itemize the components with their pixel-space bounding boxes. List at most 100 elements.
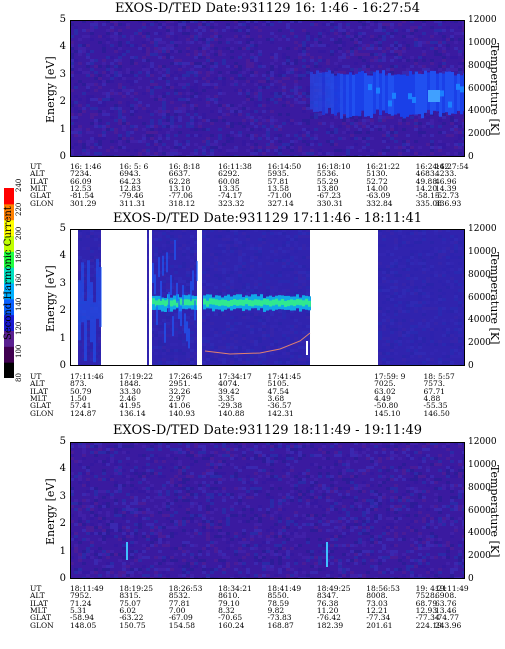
table-row-label: UT (30, 162, 42, 171)
spectrogram-cell (238, 445, 242, 448)
spectrogram-cell (150, 89, 154, 92)
spectrogram-cell (246, 47, 250, 50)
spectrogram-cell (266, 101, 270, 104)
spectrogram-cell (270, 68, 274, 71)
spectrogram-cell (450, 454, 454, 457)
table-cell: 14.00 (366, 183, 388, 193)
spectrogram-cell (186, 50, 190, 53)
spectrogram-cell (338, 460, 342, 463)
spectrogram-cell (250, 119, 254, 122)
ion-band-bright (388, 100, 392, 107)
ion-band-cell (319, 72, 322, 112)
spectrogram-cell (70, 62, 74, 65)
spectrogram-cell (214, 38, 218, 41)
spectrogram-cell (454, 47, 458, 50)
spectrogram-cell (238, 23, 242, 26)
spectrogram-cell (410, 469, 414, 472)
spectrogram-cell (374, 56, 378, 59)
spectrogram-cell (394, 146, 398, 149)
spectrogram-cell (162, 95, 166, 98)
spectrogram-cell (242, 140, 246, 143)
spectrogram-cell (450, 469, 454, 472)
spectrogram-cell (246, 65, 250, 68)
spectrogram-cell (158, 95, 162, 98)
spectrogram-cell (214, 466, 218, 469)
spectrogram-cell (462, 454, 465, 457)
ion-band-cell (84, 300, 87, 361)
spectrogram-cell (118, 442, 122, 445)
table-cell: 6292. (218, 169, 240, 179)
spectrogram-cell (102, 59, 106, 62)
ion-band-bright (212, 298, 215, 305)
spectrogram-cell (382, 140, 386, 143)
spectrogram-cell (194, 62, 198, 65)
spectrogram-cell (418, 134, 422, 137)
ion-band-cell (397, 74, 400, 114)
spectrogram-cell (390, 131, 394, 134)
spectrogram-cell (174, 38, 178, 41)
spectrogram-cell (198, 47, 202, 50)
spectrogram-cell (166, 454, 170, 457)
spectrogram-cell (298, 86, 302, 89)
spectrogram-cell (266, 38, 270, 41)
spectrogram-cell (258, 41, 262, 44)
spectrogram-cell (166, 122, 170, 125)
spectrogram-cell (194, 143, 198, 146)
spectrogram-cell (146, 23, 150, 26)
spectrogram-cell (222, 463, 226, 466)
ion-band-cell (196, 261, 198, 282)
spectrogram-cell (202, 20, 206, 23)
ion-band-bright (299, 299, 302, 306)
spectrogram-cell (210, 50, 214, 53)
spectrogram-cell (362, 445, 366, 448)
spectrogram-cell (246, 80, 250, 83)
spectrogram-cell (442, 47, 446, 50)
spectrogram-cell (290, 451, 294, 454)
spectrogram-cell (394, 41, 398, 44)
spectrogram-cell (330, 23, 334, 26)
spectrogram-cell (254, 451, 258, 454)
spectrogram-cell (150, 122, 154, 125)
spectrogram-cell (170, 125, 174, 128)
spectrogram-cell (78, 445, 82, 448)
spectrogram-cell (250, 71, 254, 74)
spectrogram-cell (442, 143, 446, 146)
spectrogram-cell (90, 137, 94, 140)
spectrogram-cell (426, 469, 430, 472)
spectrogram-cell (278, 80, 282, 83)
spectrogram-cell (158, 50, 162, 53)
spectrogram-cell (218, 53, 222, 56)
spectrogram-cell (334, 32, 338, 35)
spectrogram-cell (382, 38, 386, 41)
spectrogram-cell (214, 77, 218, 80)
table-cell: 1848. (119, 379, 141, 389)
spectrogram-cell (70, 152, 74, 155)
spectrogram-cell (234, 457, 238, 460)
spectrogram-cell (162, 122, 166, 125)
spectrogram-cell (422, 131, 426, 134)
spectrogram-cell (246, 463, 250, 466)
spectrogram-cell (130, 442, 134, 445)
spectrogram-cell (382, 56, 386, 59)
spectrogram-cell (454, 125, 458, 128)
spectrogram-cell (178, 469, 182, 472)
spectrogram-cell (370, 119, 374, 122)
spectrogram-cell (454, 68, 458, 71)
spectrogram-cell (362, 122, 366, 125)
spectrogram-cell (82, 454, 86, 457)
spectrogram-cell (82, 152, 86, 155)
spectrogram-cell (338, 454, 342, 457)
spectrogram-cell (202, 146, 206, 149)
spectrogram-cell (302, 98, 306, 101)
spectrogram-cell (326, 128, 330, 131)
spectrogram-cell (346, 35, 350, 38)
spectrogram-cell (258, 62, 262, 65)
spectrogram-cell (394, 44, 398, 47)
spectrogram-cell (202, 23, 206, 26)
spectrogram-cell (262, 460, 266, 463)
spectrogram-cell (390, 50, 394, 53)
spectrogram-cell (118, 445, 122, 448)
table-cell: 66.09 (70, 176, 92, 186)
spectrogram-cell (350, 469, 354, 472)
spectrogram-cell (150, 445, 154, 448)
